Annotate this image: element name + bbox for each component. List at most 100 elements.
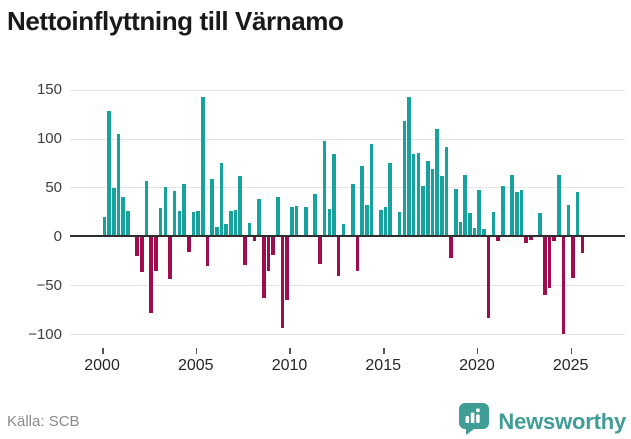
bar-2006Q2 [219, 162, 224, 236]
bar-2011Q4 [322, 140, 327, 236]
bar-2016Q4 [416, 153, 421, 236]
bar-2007Q4 [247, 222, 252, 236]
bar-2014Q2 [369, 144, 374, 236]
bar-2003Q2 [163, 187, 168, 236]
x-axis-tick-2015 [383, 348, 385, 354]
bar-2009Q3 [280, 237, 285, 329]
page-title: Nettoinflyttning till Värnamo [7, 6, 344, 36]
x-axis-label-2005: 2005 [177, 357, 214, 374]
bar-2002Q1 [140, 237, 144, 273]
x-axis-tick-2020 [476, 348, 479, 354]
bar-2010Q2 [294, 205, 299, 236]
x-axis-tick-2025 [570, 348, 573, 354]
bar-2019Q1 [458, 221, 463, 236]
bar-2020Q4 [491, 211, 496, 236]
bar-2015Q1 [383, 206, 388, 236]
y-axis-label-100: 100 [36, 130, 62, 148]
bar-2016Q3 [411, 154, 416, 236]
bar-2009Q1 [271, 237, 275, 255]
bar-2008Q4 [266, 237, 271, 271]
bar-2022Q3 [524, 237, 528, 244]
bar-2011Q2 [313, 194, 318, 236]
bar-2006Q3 [224, 223, 229, 236]
bar-2002Q4 [154, 237, 158, 272]
gridline--100 [70, 334, 625, 336]
bar-2019Q3 [468, 212, 472, 236]
bar-2017Q2 [425, 161, 430, 236]
x-axis-label-2025: 2025 [552, 357, 589, 374]
gridline--50 [70, 285, 625, 287]
bar-2012Q3 [336, 237, 341, 277]
bar-2012Q2 [332, 154, 336, 236]
bar-2008Q2 [257, 199, 261, 236]
y-axis-label-50: 50 [45, 178, 62, 196]
bar-2001Q2 [126, 210, 130, 236]
y-axis-label--50: −50 [36, 276, 62, 294]
bar-2023Q4 [547, 237, 552, 289]
bar-2024Q3 [561, 237, 566, 335]
x-axis-label-2010: 2010 [271, 357, 308, 374]
bar-2013Q2 [350, 184, 355, 236]
bar-2021Q1 [496, 237, 500, 242]
bar-2010Q4 [304, 206, 308, 236]
bar-2001Q1 [121, 197, 125, 236]
brand-footer: Newsworthy [459, 403, 626, 439]
bar-2013Q3 [355, 237, 360, 271]
bar-2024Q2 [557, 174, 561, 236]
bar-2025Q3 [580, 237, 585, 253]
x-axis-label-2000: 2000 [84, 357, 120, 374]
brand-name: Newsworthy [498, 408, 626, 434]
gridline-50 [70, 187, 625, 189]
bar-2024Q1 [552, 237, 557, 242]
x-axis-label-2015: 2015 [365, 357, 401, 374]
y-axis-label--100: −100 [28, 325, 62, 343]
bar-2007Q3 [243, 237, 247, 265]
bar-2020Q1 [477, 190, 482, 236]
bar-2005Q2 [201, 97, 205, 236]
bar-2017Q4 [435, 128, 439, 236]
bar-2006Q1 [215, 226, 219, 236]
bar-2019Q2 [463, 174, 468, 236]
bar-2021Q2 [500, 186, 505, 236]
bar-2023Q3 [543, 237, 547, 295]
bar-2000Q2 [107, 111, 111, 236]
bar-2025Q2 [575, 192, 580, 236]
zero-line [70, 235, 625, 238]
bar-2004Q2 [182, 184, 186, 236]
bar-2008Q3 [261, 237, 266, 298]
x-axis-tick-2010 [289, 348, 291, 354]
bar-2009Q2 [275, 197, 280, 236]
bar-2003Q1 [158, 207, 163, 236]
bar-2022Q2 [519, 190, 524, 236]
y-axis-label-0: 0 [53, 227, 62, 245]
bar-2016Q1 [402, 120, 407, 236]
bar-2002Q2 [144, 180, 149, 236]
gridline-100 [70, 138, 625, 140]
bar-2007Q2 [238, 175, 243, 236]
bar-2004Q1 [177, 210, 182, 236]
bar-2011Q3 [318, 237, 322, 264]
bar-2016Q2 [407, 97, 411, 236]
bar-2018Q4 [454, 189, 458, 236]
bar-2015Q2 [388, 162, 393, 236]
gridline-150 [70, 89, 625, 91]
bar-2020Q3 [486, 237, 491, 319]
bar-2006Q4 [229, 210, 233, 236]
bar-2025Q1 [571, 237, 575, 279]
bar-2002Q3 [149, 237, 154, 313]
bar-2007Q1 [233, 209, 238, 236]
bar-2018Q3 [449, 237, 453, 258]
bar-2014Q1 [365, 205, 369, 236]
bar-2005Q4 [210, 178, 214, 236]
bar-2008Q1 [252, 237, 257, 242]
bar-2004Q3 [186, 237, 191, 252]
bar-2010Q1 [290, 206, 294, 236]
bar-2012Q1 [327, 208, 332, 236]
bar-2004Q4 [191, 211, 196, 236]
bar-2015Q4 [397, 211, 402, 236]
bar-2020Q2 [482, 229, 486, 236]
bar-2014Q4 [379, 209, 383, 236]
bar-2003Q4 [172, 191, 177, 236]
bar-2003Q3 [168, 237, 172, 280]
